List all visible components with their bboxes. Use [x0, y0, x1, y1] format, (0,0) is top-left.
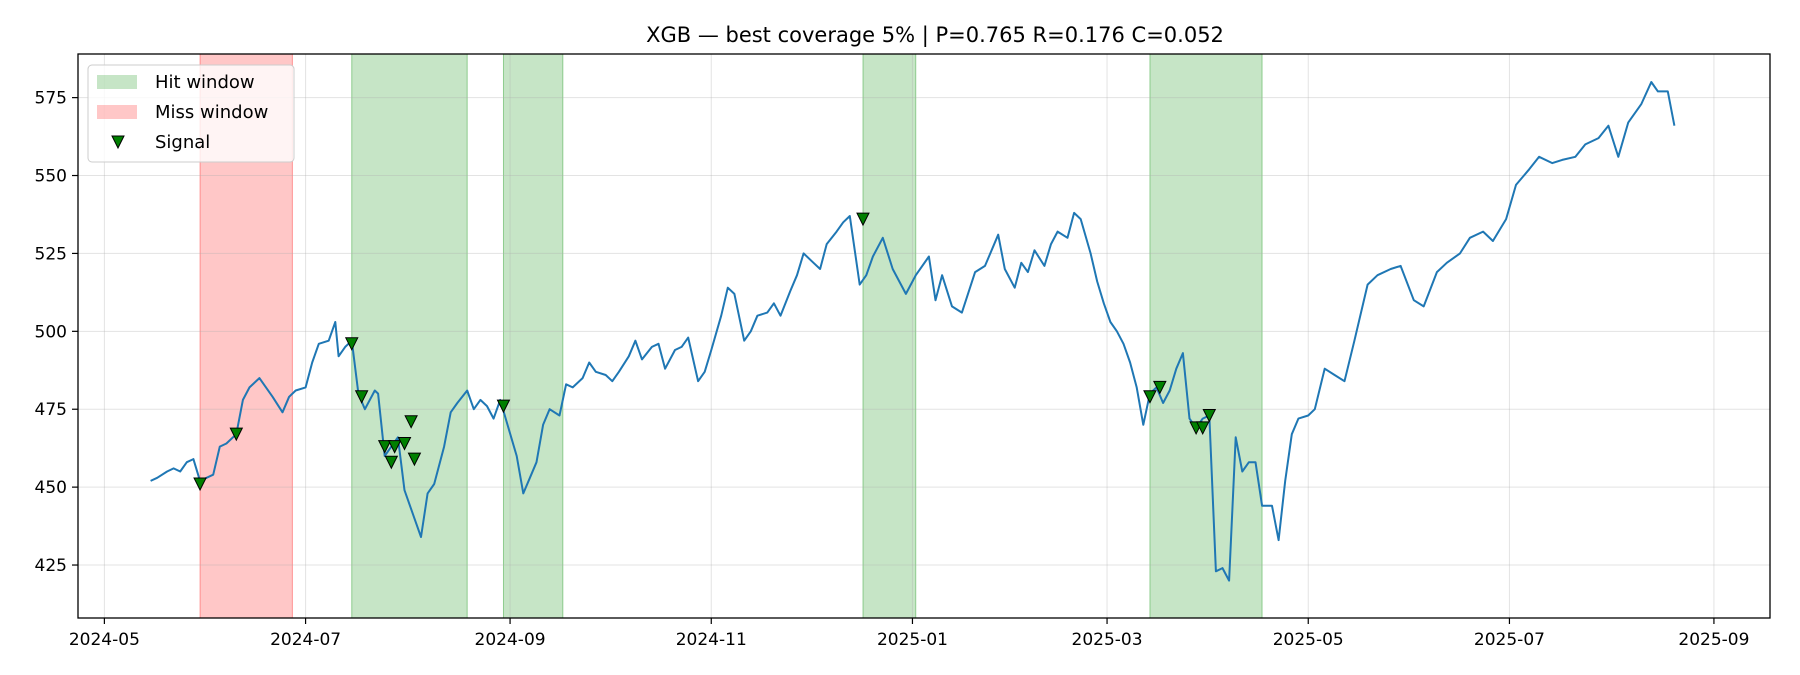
signal-marker-1 [229, 427, 244, 442]
chart-title: XGB — best coverage 5% | P=0.765 R=0.176… [646, 23, 1224, 48]
legend-box [87, 64, 295, 163]
plot-frame [77, 53, 1771, 619]
signal-marker-13 [1153, 380, 1167, 395]
x-tick-label-0: 2024-05 [69, 630, 140, 650]
legend-label-miss: Miss window [155, 102, 268, 123]
signal-marker-7 [397, 437, 412, 451]
x-tick-label-2: 2024-09 [475, 630, 546, 650]
signal-marker-12 [1143, 390, 1157, 404]
price-line [150, 81, 1676, 582]
signal-marker-9 [407, 452, 422, 467]
grid [78, 54, 1770, 618]
signal-marker-4 [377, 440, 392, 454]
y-tick-label-1: 450 [35, 478, 67, 498]
signal-marker-6 [387, 440, 402, 454]
signal-marker-15 [1195, 421, 1210, 436]
y-tick-label-0: 425 [35, 556, 67, 576]
signal-marker-10 [496, 399, 511, 414]
y-tick-label-4: 525 [35, 244, 67, 264]
signal-marker-2 [344, 337, 359, 351]
legend-swatch-signal [111, 135, 125, 150]
legend: Hit window Miss window Signal [87, 64, 295, 163]
signal-marker-0 [193, 477, 207, 492]
hit-window-4 [1149, 53, 1263, 619]
x-tick-label-1: 2024-07 [270, 630, 341, 650]
y-tick-label-6: 575 [35, 89, 67, 109]
x-tick-label-7: 2025-07 [1474, 630, 1545, 650]
y-tick-label-2: 475 [35, 400, 67, 420]
signal-marker-8 [404, 415, 418, 429]
y-axis: 425 450 475 500 525 550 575 [35, 89, 78, 576]
x-tick-label-5: 2025-03 [1072, 630, 1143, 650]
signal-marker-5 [384, 455, 399, 470]
x-tick-label-6: 2025-05 [1273, 630, 1344, 650]
x-tick-label-8: 2025-09 [1678, 630, 1749, 650]
signal-marker-16 [1202, 408, 1217, 423]
hit-window-2 [502, 53, 564, 619]
x-tick-label-3: 2024-11 [676, 630, 747, 650]
legend-label-signal: Signal [155, 132, 210, 153]
y-tick-label-3: 500 [35, 322, 67, 342]
y-tick-label-5: 550 [35, 167, 67, 187]
signal-marker-3 [354, 390, 369, 404]
signal-markers [193, 212, 1217, 492]
x-axis: 2024-05 2024-07 2024-09 2024-11 2025-01 2025-… [69, 618, 1749, 650]
legend-label-hit: Hit window [155, 72, 255, 93]
hit-window-3 [862, 53, 917, 619]
legend-swatch-hit [97, 75, 137, 89]
x-tick-label-4: 2025-01 [877, 630, 948, 650]
legend-swatch-miss [97, 105, 137, 119]
hit-window-1 [351, 53, 468, 619]
signal-marker-11 [856, 212, 870, 227]
price-series [150, 81, 1676, 582]
